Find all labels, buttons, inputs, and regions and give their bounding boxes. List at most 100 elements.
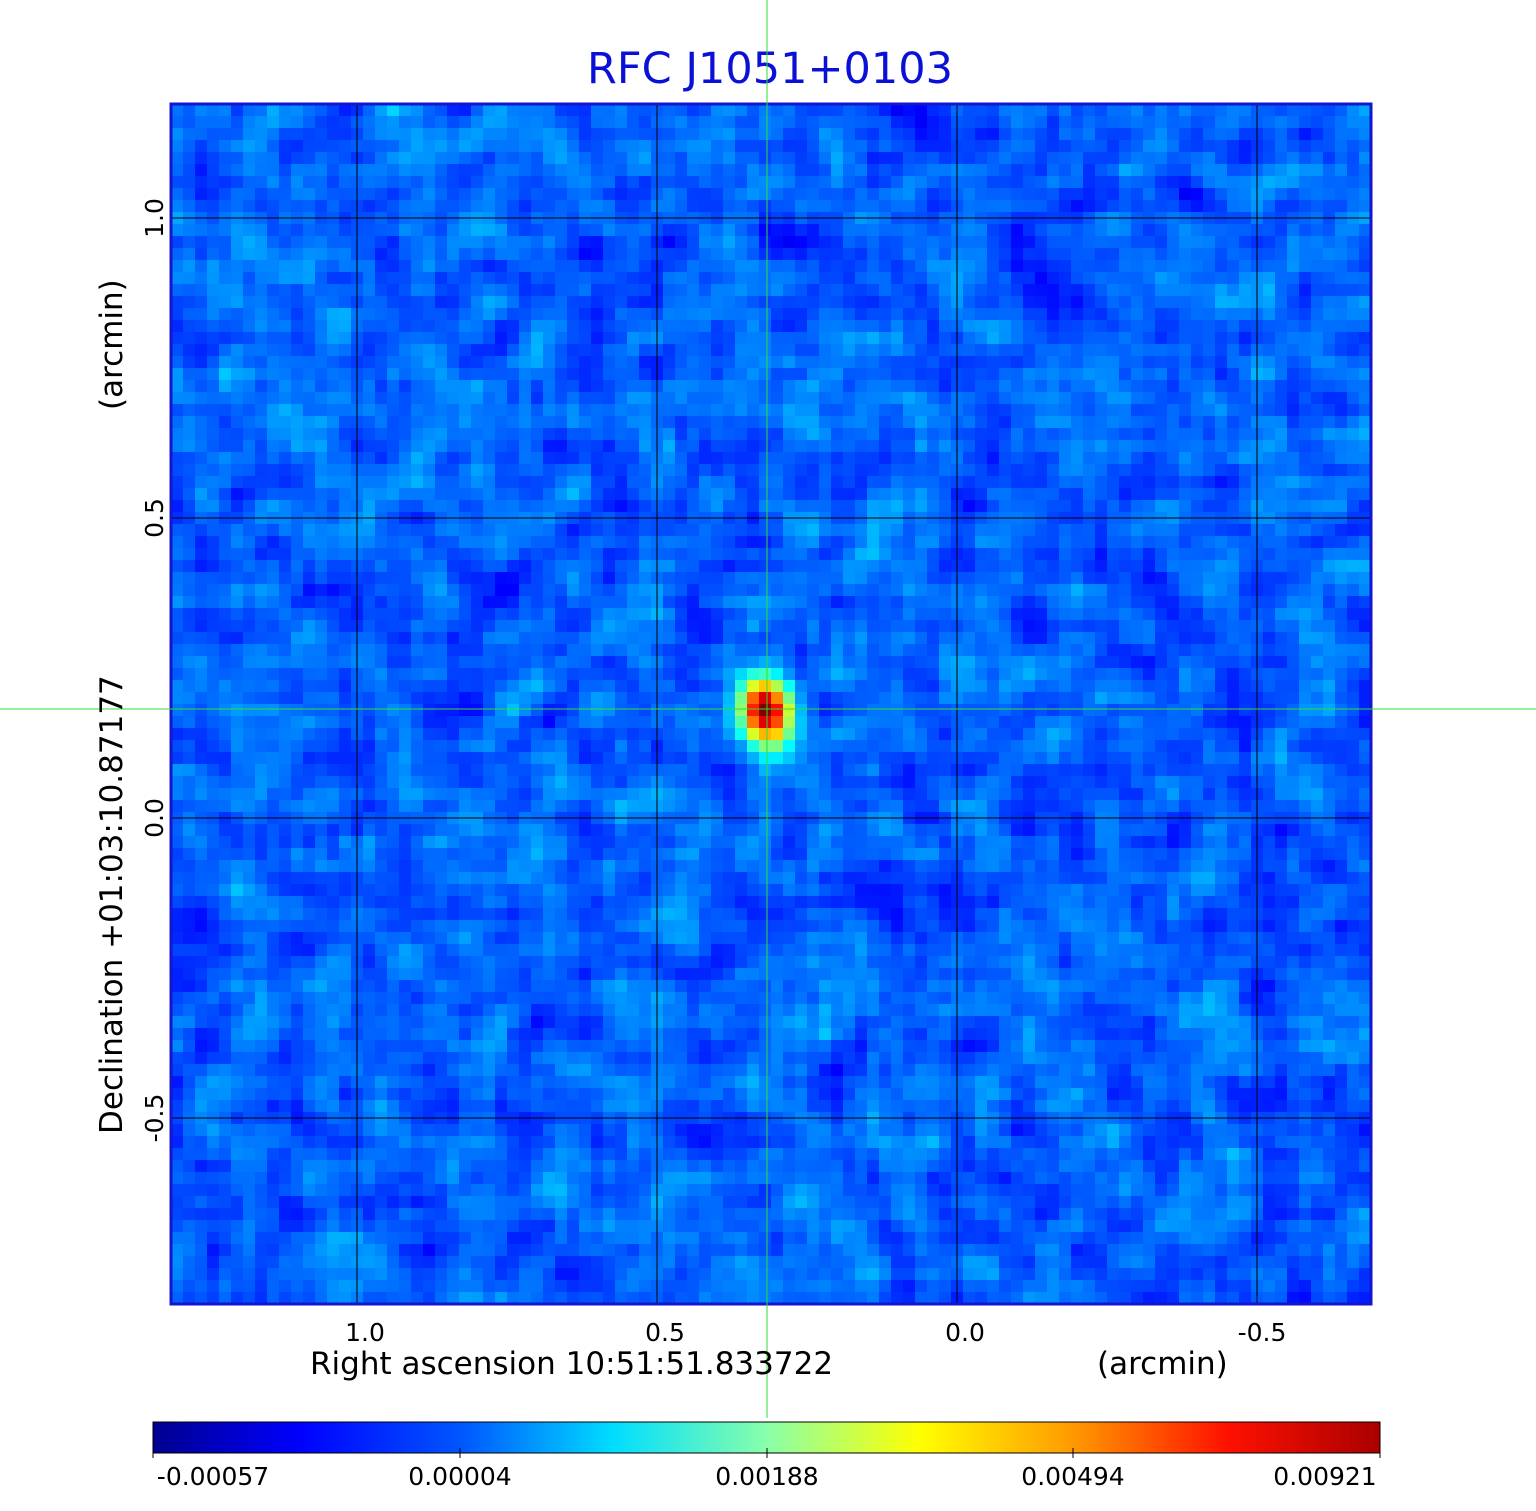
heatmap-cell: [1347, 356, 1360, 369]
heatmap-cell: [1359, 356, 1372, 369]
heatmap-cell: [243, 644, 256, 657]
heatmap-cell: [207, 308, 220, 321]
heatmap-cell: [303, 500, 316, 513]
heatmap-cell: [663, 560, 676, 573]
heatmap-cell: [1179, 332, 1192, 345]
heatmap-cell: [831, 680, 844, 693]
heatmap-cell: [399, 284, 412, 297]
heatmap-cell: [423, 308, 436, 321]
heatmap-cell: [1191, 248, 1204, 261]
heatmap-cell: [387, 320, 400, 333]
heatmap-cell: [771, 284, 784, 297]
heatmap-cell: [555, 140, 568, 153]
heatmap-cell: [375, 236, 388, 249]
heatmap-cell: [267, 524, 280, 537]
heatmap-cell: [255, 356, 268, 369]
heatmap-cell: [1143, 284, 1156, 297]
heatmap-cell: [567, 536, 580, 549]
heatmap-cell: [279, 320, 292, 333]
heatmap-cell: [327, 656, 340, 669]
heatmap-cell: [435, 176, 448, 189]
heatmap-cell: [627, 668, 640, 681]
heatmap-cell: [1239, 524, 1252, 537]
heatmap-cell: [903, 296, 916, 309]
heatmap-cell: [495, 248, 508, 261]
heatmap-cell: [1227, 116, 1240, 129]
heatmap-cell: [1047, 680, 1060, 693]
heatmap-cell: [1263, 536, 1276, 549]
heatmap-cell: [867, 200, 880, 213]
heatmap-cell: [591, 308, 604, 321]
heatmap-cell: [1227, 488, 1240, 501]
heatmap-cell: [555, 128, 568, 141]
heatmap-cell: [675, 644, 688, 657]
heatmap-cell: [579, 536, 592, 549]
heatmap-cell: [843, 128, 856, 141]
heatmap-cell: [843, 296, 856, 309]
heatmap-cell: [327, 476, 340, 489]
heatmap-cell: [267, 224, 280, 237]
heatmap-cell: [363, 428, 376, 441]
heatmap-cell: [1023, 680, 1036, 693]
heatmap-cell: [783, 188, 796, 201]
heatmap-cell: [1131, 236, 1144, 249]
heatmap-cell: [279, 524, 292, 537]
heatmap-cell: [1275, 620, 1288, 633]
heatmap-cell: [1215, 272, 1228, 285]
heatmap-cell: [675, 656, 688, 669]
heatmap-cell: [1179, 140, 1192, 153]
heatmap-cell: [879, 656, 892, 669]
heatmap-cell: [807, 152, 820, 165]
heatmap-cell: [903, 356, 916, 369]
heatmap-cell: [927, 656, 940, 669]
heatmap-cell: [1311, 488, 1324, 501]
heatmap-cell: [279, 200, 292, 213]
heatmap-cell: [615, 368, 628, 381]
heatmap-cell: [447, 692, 460, 705]
heatmap-cell: [891, 296, 904, 309]
heatmap-cell: [1071, 656, 1084, 669]
heatmap-cell: [1095, 656, 1108, 669]
heatmap-cell: [771, 428, 784, 441]
heatmap-cell: [1011, 668, 1024, 681]
heatmap-cell: [255, 524, 268, 537]
heatmap-cell: [195, 116, 208, 129]
heatmap-cell: [327, 188, 340, 201]
chart-title: RFC J1051+0103: [587, 44, 953, 94]
heatmap-cell: [735, 140, 748, 153]
heatmap-cell: [963, 548, 976, 561]
heatmap-cell: [1071, 440, 1084, 453]
heatmap-cell: [327, 572, 340, 585]
heatmap-cell: [1299, 644, 1312, 657]
heatmap-cell: [387, 368, 400, 381]
heatmap-cell: [375, 584, 388, 597]
heatmap-cell: [519, 104, 532, 117]
heatmap-cell: [231, 332, 244, 345]
heatmap-cell: [1047, 668, 1060, 681]
heatmap-cell: [795, 188, 808, 201]
heatmap-cell: [771, 560, 784, 573]
heatmap-cell: [567, 224, 580, 237]
heatmap-cell: [1299, 164, 1312, 177]
heatmap-cell: [723, 104, 736, 117]
heatmap-cell: [771, 632, 784, 645]
heatmap-cell: [579, 344, 592, 357]
heatmap-cell: [999, 128, 1012, 141]
heatmap-cell: [1083, 260, 1096, 273]
heatmap-cell: [663, 176, 676, 189]
heatmap-cell: [1347, 620, 1360, 633]
heatmap-cell: [1179, 632, 1192, 645]
heatmap-cell: [495, 104, 508, 117]
heatmap-cell: [1095, 344, 1108, 357]
heatmap-cell: [1347, 248, 1360, 261]
heatmap-cell: [1275, 680, 1288, 693]
heatmap-cell: [435, 548, 448, 561]
heatmap-cell: [399, 416, 412, 429]
heatmap-cell: [939, 272, 952, 285]
heatmap-cell: [711, 644, 724, 657]
heatmap-cell: [1275, 404, 1288, 417]
heatmap-cell: [567, 140, 580, 153]
heatmap-cell: [1215, 560, 1228, 573]
heatmap-cell: [927, 308, 940, 321]
heatmap-cell: [915, 116, 928, 129]
